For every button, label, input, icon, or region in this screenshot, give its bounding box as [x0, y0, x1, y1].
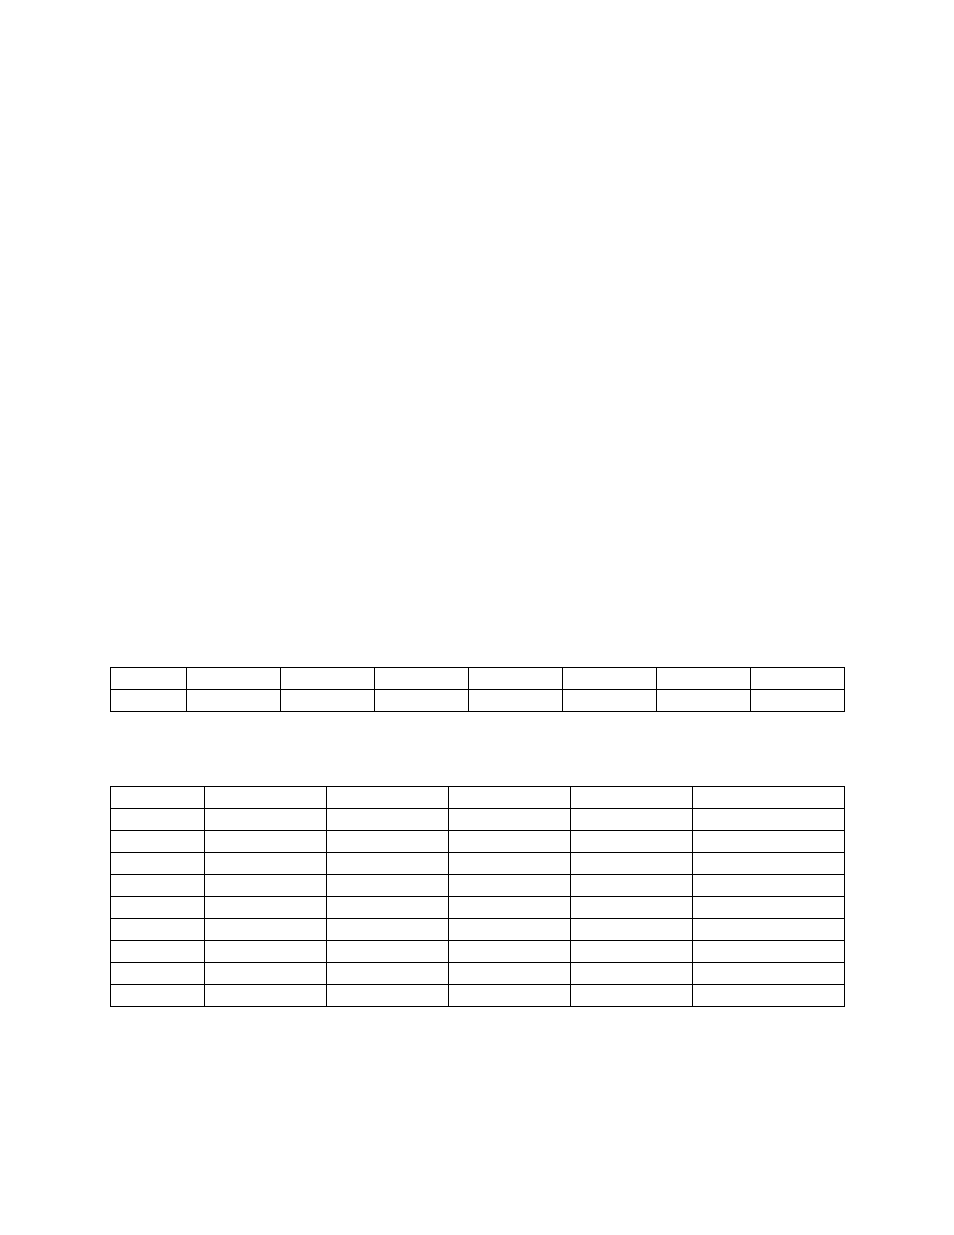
table-cell	[375, 690, 469, 712]
table-cell	[111, 690, 187, 712]
table-cell	[205, 831, 327, 853]
table-cell	[693, 897, 845, 919]
table-cell	[205, 897, 327, 919]
table-cell	[571, 897, 693, 919]
table-cell	[205, 941, 327, 963]
table-cell	[693, 853, 845, 875]
table-cell	[571, 985, 693, 1007]
table-cell	[205, 985, 327, 1007]
table-row	[111, 668, 845, 690]
table-cell	[205, 875, 327, 897]
table-row	[111, 809, 845, 831]
table-cell	[449, 919, 571, 941]
table-cell	[657, 690, 751, 712]
table-cell	[327, 853, 449, 875]
table-row	[111, 985, 845, 1007]
table-cell	[693, 919, 845, 941]
page	[0, 0, 954, 1235]
table-cell	[571, 941, 693, 963]
table-cell	[449, 941, 571, 963]
table-cell	[571, 809, 693, 831]
table-cell	[111, 853, 205, 875]
table-cell	[693, 787, 845, 809]
table-cell	[693, 941, 845, 963]
table-cell	[111, 875, 205, 897]
table-cell	[205, 919, 327, 941]
table-cell	[449, 831, 571, 853]
table-row	[111, 941, 845, 963]
table-cell	[281, 668, 375, 690]
table-2	[110, 786, 845, 1007]
table-cell	[469, 690, 563, 712]
table-cell	[111, 809, 205, 831]
table-cell	[693, 985, 845, 1007]
table-cell	[563, 668, 657, 690]
table-cell	[693, 831, 845, 853]
table-cell	[449, 963, 571, 985]
table-cell	[449, 809, 571, 831]
table-cell	[187, 668, 281, 690]
table-cell	[327, 787, 449, 809]
table-cell	[327, 875, 449, 897]
table-row	[111, 831, 845, 853]
table-row	[111, 690, 845, 712]
table-row	[111, 897, 845, 919]
table-cell	[449, 787, 571, 809]
table-cell	[751, 690, 845, 712]
table-cell	[375, 668, 469, 690]
table-cell	[111, 941, 205, 963]
table-row	[111, 853, 845, 875]
table-cell	[111, 831, 205, 853]
table-cell	[449, 985, 571, 1007]
table-cell	[571, 831, 693, 853]
table-cell	[187, 690, 281, 712]
table-cell	[111, 919, 205, 941]
table-cell	[111, 897, 205, 919]
table-cell	[449, 853, 571, 875]
table-row	[111, 963, 845, 985]
table-cell	[693, 809, 845, 831]
table-cell	[205, 787, 327, 809]
table-cell	[571, 853, 693, 875]
table-cell	[469, 668, 563, 690]
table-cell	[571, 875, 693, 897]
table-cell	[571, 787, 693, 809]
table-cell	[111, 985, 205, 1007]
table-cell	[205, 809, 327, 831]
table-cell	[111, 787, 205, 809]
table-cell	[693, 963, 845, 985]
table-cell	[327, 919, 449, 941]
table-row	[111, 875, 845, 897]
table-cell	[327, 963, 449, 985]
table-cell	[563, 690, 657, 712]
table-cell	[205, 963, 327, 985]
table-cell	[111, 963, 205, 985]
table-cell	[571, 963, 693, 985]
table-cell	[327, 897, 449, 919]
table-row	[111, 787, 845, 809]
table-cell	[111, 668, 187, 690]
table-row	[111, 919, 845, 941]
table-cell	[693, 875, 845, 897]
table-cell	[449, 875, 571, 897]
table-cell	[327, 985, 449, 1007]
table-cell	[571, 919, 693, 941]
table-1	[110, 667, 845, 712]
table-cell	[327, 809, 449, 831]
table-cell	[327, 941, 449, 963]
table-cell	[751, 668, 845, 690]
table-cell	[327, 831, 449, 853]
table-cell	[657, 668, 751, 690]
table-cell	[449, 897, 571, 919]
table-cell	[205, 853, 327, 875]
table-cell	[281, 690, 375, 712]
